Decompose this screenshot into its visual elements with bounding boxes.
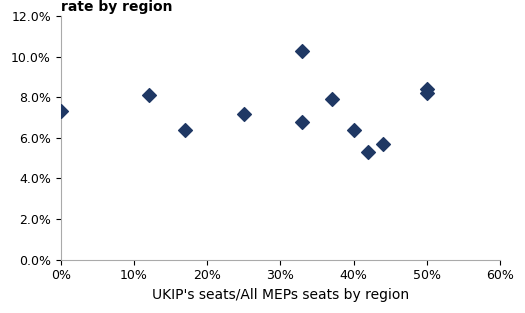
- Point: [181, 127, 190, 132]
- Point: [423, 87, 431, 92]
- Point: [379, 141, 387, 146]
- Point: [298, 48, 307, 53]
- Text: rate by region: rate by region: [61, 0, 172, 14]
- Point: [328, 97, 336, 102]
- X-axis label: UKIP's seats/All MEPs seats by region: UKIP's seats/All MEPs seats by region: [152, 288, 409, 302]
- Point: [349, 127, 358, 132]
- Point: [298, 119, 307, 124]
- Point: [423, 91, 431, 96]
- Point: [239, 111, 248, 116]
- Point: [57, 109, 65, 114]
- Point: [364, 150, 372, 155]
- Point: [144, 93, 153, 98]
